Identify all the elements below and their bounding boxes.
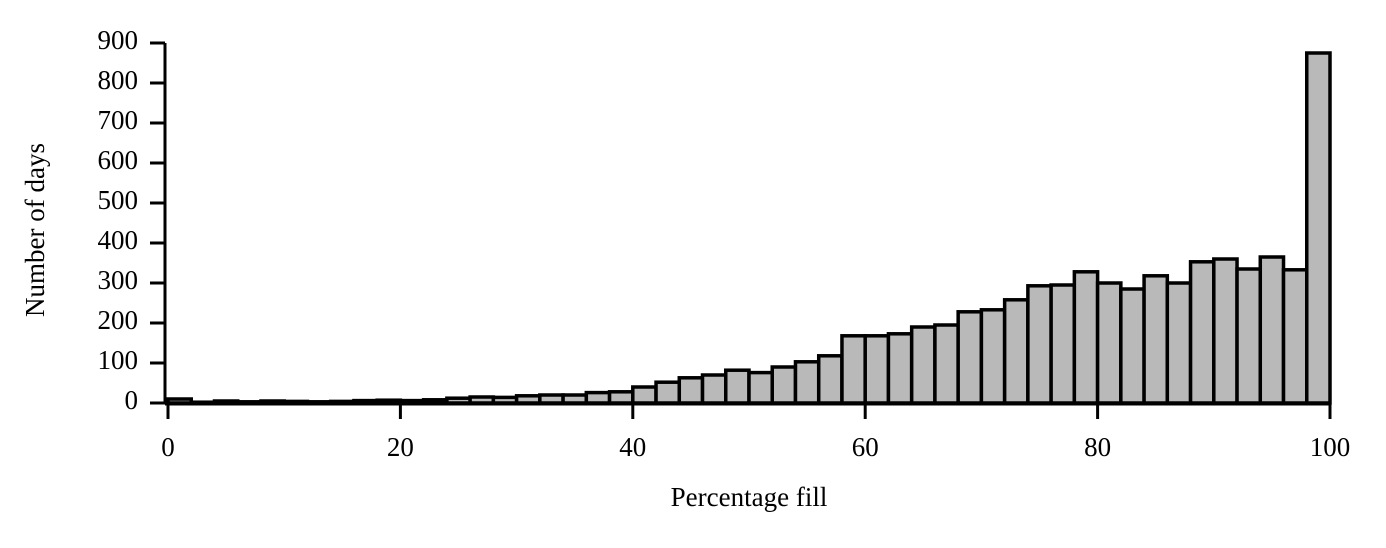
- y-tick-label: 700: [98, 105, 139, 135]
- y-tick-label: 400: [98, 225, 139, 255]
- bar: [933, 323, 960, 405]
- x-tick-label: 20: [387, 432, 414, 462]
- bar: [445, 396, 472, 405]
- y-tick-label: 200: [98, 305, 139, 335]
- y-tick-label: 900: [98, 25, 139, 55]
- bar: [607, 390, 635, 405]
- y-tick-label: 0: [125, 385, 139, 415]
- bar: [793, 360, 821, 405]
- x-tick-label: 40: [619, 432, 646, 462]
- bar: [724, 368, 751, 405]
- bar: [166, 397, 193, 405]
- bar: [956, 310, 984, 405]
- bar: [1258, 255, 1286, 405]
- y-tick-label: 600: [98, 145, 139, 175]
- bar: [1281, 268, 1309, 405]
- bar: [979, 308, 1007, 405]
- y-tick-label: 500: [98, 185, 139, 215]
- bar: [747, 370, 774, 405]
- x-tick-label: 100: [1310, 432, 1351, 462]
- y-tick-label: 800: [98, 65, 139, 95]
- bar: [1165, 281, 1193, 405]
- x-tick-label: 0: [161, 432, 175, 462]
- bar: [491, 395, 519, 405]
- bar: [468, 395, 496, 405]
- bar: [538, 393, 565, 405]
- bar: [1305, 51, 1332, 405]
- bar: [584, 390, 612, 405]
- bar: [863, 334, 891, 405]
- bar: [514, 394, 542, 405]
- bar: [1235, 267, 1263, 405]
- bar: [840, 334, 867, 405]
- bar: [1095, 281, 1123, 405]
- bar: [1119, 287, 1146, 405]
- bar: [1188, 260, 1216, 405]
- y-axis-label: Number of days: [20, 143, 50, 317]
- x-axis-label: Percentage fill: [671, 482, 828, 512]
- bar: [1002, 298, 1030, 405]
- y-tick-label: 100: [98, 345, 139, 375]
- bar: [1142, 274, 1170, 405]
- bar: [886, 332, 914, 405]
- bar: [700, 373, 728, 405]
- bar: [631, 385, 658, 405]
- bar: [677, 376, 705, 405]
- x-tick-label: 60: [852, 432, 879, 462]
- bar: [1049, 283, 1077, 405]
- bar: [1072, 270, 1100, 405]
- bar: [1026, 284, 1053, 405]
- y-tick-label: 300: [98, 265, 139, 295]
- x-tick-label: 80: [1084, 432, 1111, 462]
- bar: [770, 365, 798, 405]
- bar: [561, 393, 589, 405]
- bar: [654, 380, 682, 405]
- bar: [816, 354, 844, 405]
- bar: [1212, 257, 1239, 405]
- bar: [909, 325, 937, 405]
